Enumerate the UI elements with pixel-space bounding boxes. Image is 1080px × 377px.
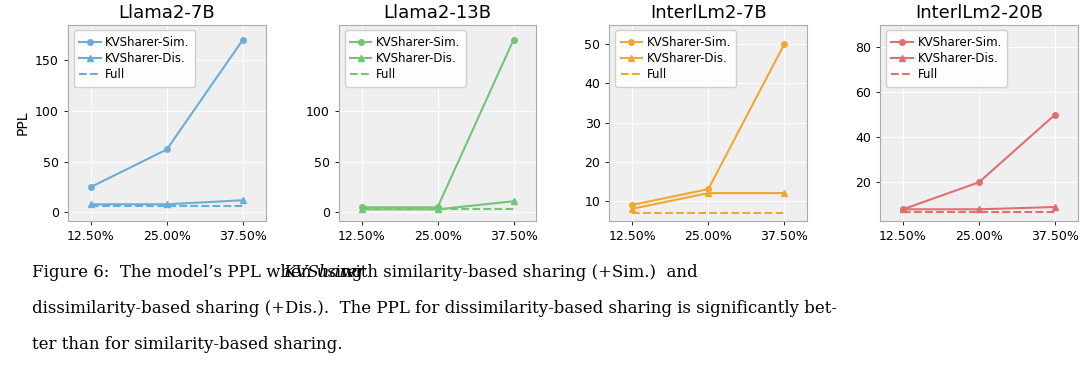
Full [625, 210, 638, 215]
KVSharer-Dis. [973, 207, 986, 211]
Title: InterlLm2-20B: InterlLm2-20B [915, 3, 1043, 21]
Full [160, 204, 173, 208]
Legend: KVSharer-Sim., KVSharer-Dis., Full: KVSharer-Sim., KVSharer-Dis., Full [73, 31, 194, 87]
Text: with similarity-based sharing (+Sim.)  and: with similarity-based sharing (+Sim.) an… [336, 264, 698, 281]
KVSharer-Dis. [778, 191, 791, 195]
Full [973, 209, 986, 214]
Line: KVSharer-Dis.: KVSharer-Dis. [359, 198, 516, 212]
KVSharer-Sim. [431, 205, 444, 210]
Line: KVSharer-Sim.: KVSharer-Sim. [630, 41, 787, 208]
KVSharer-Dis. [84, 202, 97, 207]
Title: InterlLm2-7B: InterlLm2-7B [650, 3, 767, 21]
KVSharer-Sim. [355, 205, 368, 210]
KVSharer-Sim. [778, 42, 791, 46]
KVSharer-Dis. [1049, 205, 1062, 209]
Full [702, 210, 715, 215]
KVSharer-Sim. [702, 187, 715, 192]
Legend: KVSharer-Sim., KVSharer-Dis., Full: KVSharer-Sim., KVSharer-Dis., Full [886, 31, 1008, 87]
KVSharer-Sim. [1049, 112, 1062, 117]
Line: KVSharer-Dis.: KVSharer-Dis. [901, 204, 1057, 212]
Text: Figure 6:  The model’s PPL when using: Figure 6: The model’s PPL when using [32, 264, 368, 281]
Full [1049, 209, 1062, 214]
KVSharer-Dis. [160, 202, 173, 207]
Text: dissimilarity-based sharing (+Dis.).  The PPL for dissimilarity-based sharing is: dissimilarity-based sharing (+Dis.). The… [32, 300, 837, 317]
KVSharer-Dis. [625, 207, 638, 211]
KVSharer-Dis. [355, 207, 368, 211]
Line: KVSharer-Sim.: KVSharer-Sim. [901, 112, 1057, 212]
Line: KVSharer-Sim.: KVSharer-Sim. [359, 37, 516, 210]
Line: KVSharer-Dis.: KVSharer-Dis. [89, 198, 245, 207]
Title: Llama2-7B: Llama2-7B [119, 3, 215, 21]
KVSharer-Dis. [431, 207, 444, 211]
KVSharer-Sim. [160, 147, 173, 152]
Text: KVSharer: KVSharer [283, 264, 365, 281]
Full [237, 204, 249, 208]
Title: Llama2-13B: Llama2-13B [383, 3, 491, 21]
Full [508, 207, 521, 211]
Full [431, 207, 444, 211]
KVSharer-Dis. [896, 207, 909, 211]
KVSharer-Sim. [84, 185, 97, 189]
Full [778, 210, 791, 215]
KVSharer-Sim. [508, 37, 521, 42]
KVSharer-Sim. [973, 180, 986, 184]
Full [84, 204, 97, 208]
KVSharer-Dis. [508, 199, 521, 204]
KVSharer-Dis. [237, 198, 249, 202]
Line: KVSharer-Sim.: KVSharer-Sim. [89, 37, 245, 190]
Y-axis label: PPL: PPL [15, 110, 29, 135]
KVSharer-Dis. [702, 191, 715, 195]
Legend: KVSharer-Sim., KVSharer-Dis., Full: KVSharer-Sim., KVSharer-Dis., Full [616, 31, 737, 87]
Line: KVSharer-Dis.: KVSharer-Dis. [630, 190, 787, 211]
Full [896, 209, 909, 214]
Legend: KVSharer-Sim., KVSharer-Dis., Full: KVSharer-Sim., KVSharer-Dis., Full [345, 31, 465, 87]
Text: ter than for similarity-based sharing.: ter than for similarity-based sharing. [32, 336, 343, 352]
KVSharer-Sim. [896, 207, 909, 211]
KVSharer-Sim. [237, 37, 249, 42]
KVSharer-Sim. [625, 202, 638, 207]
Full [355, 207, 368, 211]
